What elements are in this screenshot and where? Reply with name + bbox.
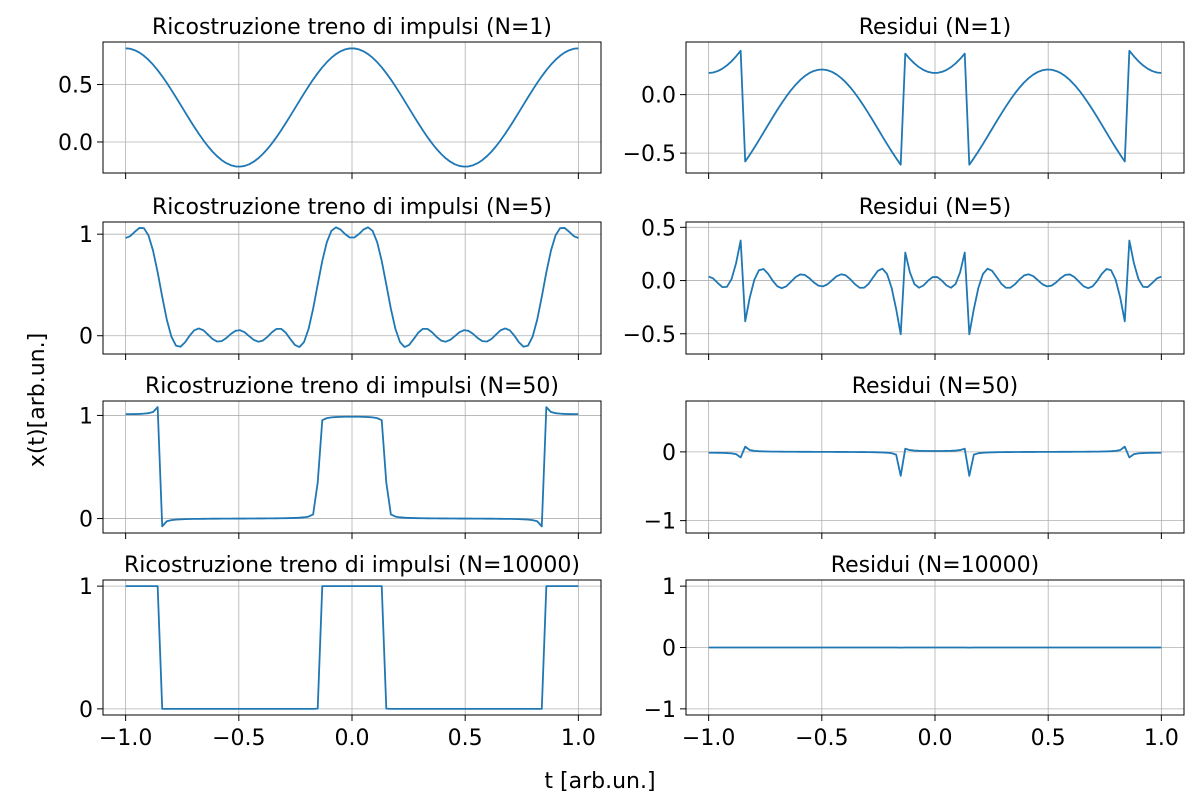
y-tick-label: 0.5 (641, 216, 676, 241)
series-line (125, 406, 579, 528)
panel-residual-N10000: −1.0 −0.5 0.0 0.5 1.0 −1 0 1 Residui (N=10000) (644, 553, 1185, 751)
x-tick-label: 1.0 (561, 726, 596, 751)
y-tick-label: 1 (662, 575, 676, 600)
y-tick-label: 0.0 (58, 131, 93, 156)
y-tick-label: 0 (79, 508, 93, 533)
y-tick-label: 0.0 (641, 270, 676, 295)
x-tick-label: 0.0 (918, 726, 953, 751)
x-tick-label: 0.5 (448, 726, 483, 751)
panel-title: Residui (N=1) (859, 15, 1011, 40)
panel-reconstruction-N10000: −1.0 −0.5 0.0 0.5 1.0 0 1 Ricostruzione treno d… (79, 553, 602, 751)
panel-residual-N50: −1 0 Residui (N=50) (644, 374, 1185, 539)
panel-title: Residui (N=5) (859, 195, 1011, 220)
y-tick-label: 0 (662, 637, 676, 662)
y-tick-label: 0 (79, 698, 93, 723)
x-tick-label: −1.0 (682, 726, 735, 751)
x-tick-label: −0.5 (212, 726, 265, 751)
panel-title: Ricostruzione treno di impulsi (N=5) (152, 195, 552, 220)
y-axis-label: x(t)[arb.un.] (25, 333, 50, 467)
panel-residual-N1: −0.5 0.0 Residui (N=1) (623, 15, 1185, 179)
x-tick-label: 0.0 (335, 726, 370, 751)
series-line (125, 47, 579, 168)
y-tick-label: −1 (644, 698, 676, 723)
panel-residual-N5: −0.5 0.0 0.5 Residui (N=5) (623, 195, 1185, 360)
series-line (708, 239, 1162, 336)
series-line (125, 585, 579, 710)
y-tick-label: 0 (79, 325, 93, 350)
panel-reconstruction-N5: 0 1 Ricostruzione treno di impulsi (N=5) (79, 195, 602, 360)
y-tick-label: 1 (79, 575, 93, 600)
y-tick-label: −0.5 (623, 323, 676, 348)
panel-reconstruction-N1: 0.0 0.5 Ricostruzione treno di impulsi (N=… (58, 15, 602, 179)
x-axis-label: t [arb.un.] (544, 769, 655, 794)
y-tick-label: 1 (79, 223, 93, 248)
panel-title: Ricostruzione treno di impulsi (N=10000) (124, 553, 580, 578)
series-line (125, 226, 579, 348)
series-line (708, 445, 1162, 477)
y-tick-label: 0.0 (641, 84, 676, 109)
panel-title: Residui (N=10000) (831, 553, 1039, 578)
panel-title: Residui (N=50) (852, 374, 1018, 399)
series-line (708, 49, 1162, 166)
x-tick-label: −0.5 (795, 726, 848, 751)
panel-title: Ricostruzione treno di impulsi (N=50) (145, 374, 559, 399)
panel-title: Ricostruzione treno di impulsi (N=1) (152, 15, 552, 40)
y-tick-label: −1 (644, 510, 676, 535)
y-tick-label: 1 (79, 404, 93, 429)
y-tick-label: 0.5 (58, 74, 93, 99)
panel-reconstruction-N50: 0 1 Ricostruzione treno di impulsi (N=50) (79, 374, 602, 539)
y-tick-label: 0 (662, 441, 676, 466)
x-tick-label: 0.5 (1031, 726, 1066, 751)
x-tick-label: −1.0 (99, 726, 152, 751)
y-tick-label: −0.5 (623, 142, 676, 167)
x-tick-label: 1.0 (1144, 726, 1179, 751)
